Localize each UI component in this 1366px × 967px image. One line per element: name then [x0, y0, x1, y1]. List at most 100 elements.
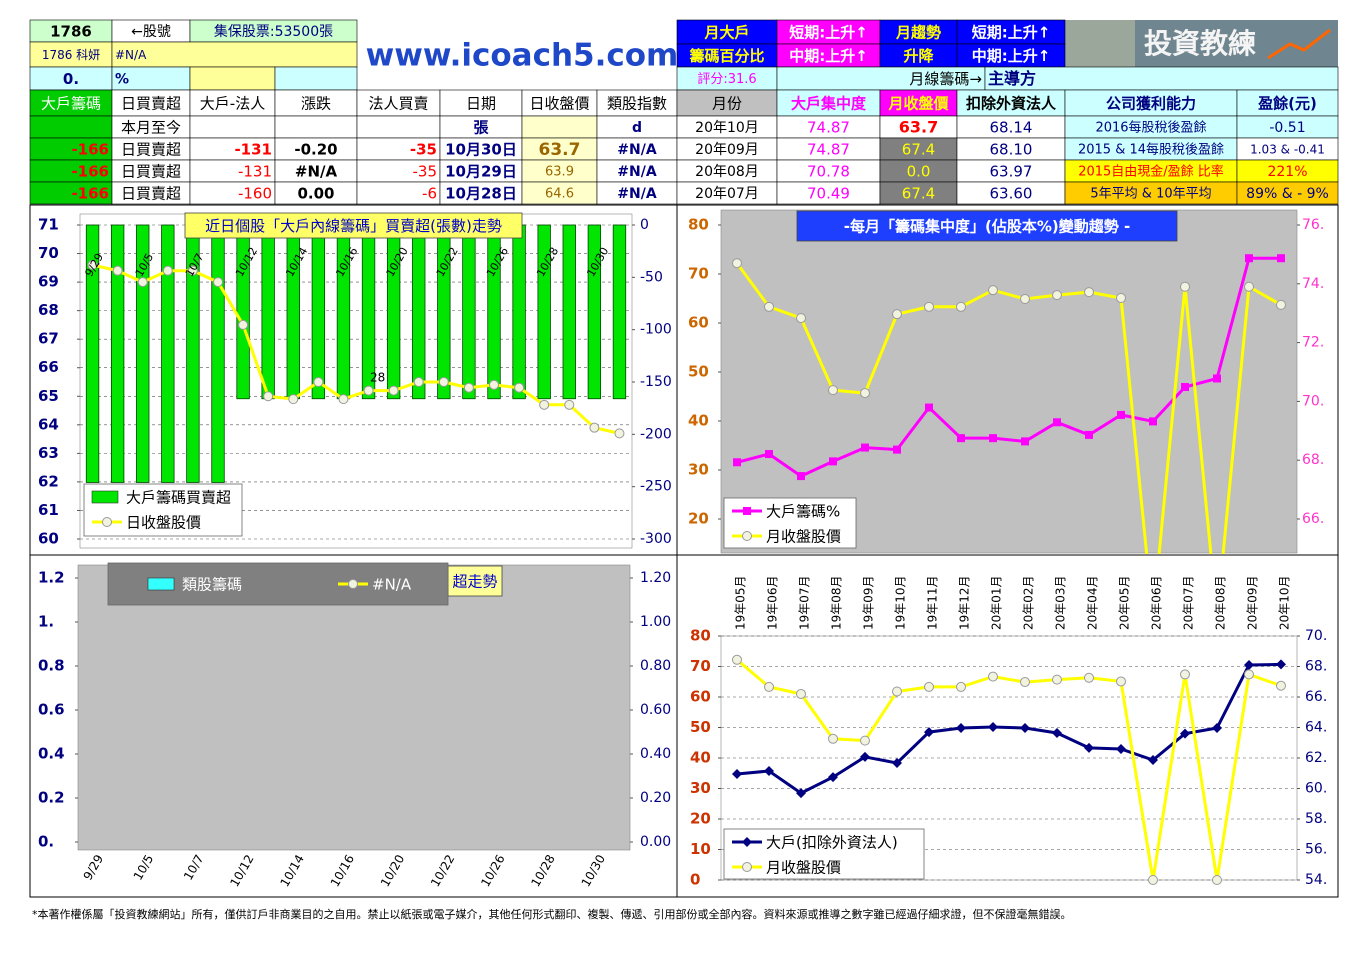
header-text: 日收盤價 — [529, 95, 589, 113]
legend-marker — [348, 579, 358, 589]
cell-text: 日買賣超 — [121, 163, 181, 181]
marker — [988, 722, 998, 733]
header-text: 月份 — [712, 95, 742, 113]
cell — [776, 89, 881, 117]
header-text: 月收盤價 — [887, 95, 949, 113]
marker — [828, 733, 838, 744]
brand: 投資教練 — [1144, 27, 1256, 60]
cell — [189, 115, 276, 139]
marker — [1020, 722, 1030, 733]
legend-box — [723, 828, 925, 880]
marker — [137, 277, 148, 288]
cell-text: 63.9 — [545, 165, 574, 180]
x-tick-label: 19年07月 — [798, 575, 812, 630]
cell-text: 0.0 — [907, 163, 931, 181]
x-tick-label: 19年06月 — [766, 575, 780, 630]
bar — [587, 224, 602, 400]
bar — [211, 224, 225, 483]
marker — [956, 301, 966, 312]
cell-text: 2016每股稅後盈餘 — [1095, 120, 1206, 136]
marker — [924, 681, 934, 692]
bar — [412, 224, 426, 400]
y-tick-label: 1.2 — [38, 569, 65, 587]
marker — [988, 671, 998, 682]
marker — [860, 735, 870, 746]
marker — [1244, 281, 1254, 292]
cell-text: 月線籌碼→ — [909, 70, 982, 88]
chart-title: 超走勢 — [452, 573, 497, 591]
cell-text: 籌碼百分比 — [689, 47, 764, 65]
cell-text: 63.7 — [539, 140, 581, 160]
header-text: 法人買賣 — [368, 95, 428, 113]
cell-text: 主導方 — [988, 69, 1036, 88]
x-tick-label: 19年11月 — [926, 575, 940, 630]
marker — [924, 301, 934, 312]
cell-text: #N/A — [617, 164, 657, 180]
marker — [1020, 293, 1030, 304]
y2-tick-label: -250 — [640, 479, 672, 495]
cell — [521, 89, 598, 117]
marker — [860, 388, 870, 399]
marker — [1116, 676, 1126, 687]
cell-text: 日買賣超 — [121, 185, 181, 203]
marker — [1084, 672, 1094, 683]
y-tick-label: 40 — [690, 749, 711, 767]
legend-marker — [742, 862, 752, 872]
y-tick-label: 10 — [690, 840, 711, 858]
cell-text: -160 — [238, 185, 272, 203]
line — [736, 662, 1282, 795]
y-tick-label: 80 — [690, 627, 711, 645]
x-tick-label: 19年09月 — [862, 575, 876, 630]
bar — [512, 224, 526, 400]
marker — [924, 727, 934, 738]
marker — [764, 681, 774, 692]
y2-tick-label: -100 — [640, 322, 672, 338]
marker — [1180, 728, 1190, 739]
cell-text: 0.00 — [297, 185, 334, 203]
cell-text: 日買賣超 — [121, 141, 181, 159]
marker — [1148, 754, 1158, 765]
logo: www.icoach5.com — [366, 38, 679, 74]
marker — [1277, 254, 1285, 263]
marker — [893, 445, 901, 454]
cell — [111, 89, 191, 117]
y2-tick-label: 72. — [1302, 335, 1324, 351]
marker — [1276, 680, 1286, 691]
cell-text: 89% & - 9% — [1246, 186, 1329, 202]
cell-text: 集保股票:53500張 — [214, 23, 333, 40]
line — [735, 262, 1282, 554]
x-tick-label: 20年10月 — [1278, 575, 1292, 630]
cell-text: 升降 — [903, 47, 934, 65]
marker — [1085, 430, 1093, 439]
legend-label: 月收盤股價 — [766, 528, 841, 546]
x-tick-label: 20年01月 — [990, 575, 1004, 630]
marker — [764, 765, 774, 776]
title-box — [447, 565, 503, 597]
cell — [274, 66, 358, 91]
x-tick-label: 20年07月 — [1182, 575, 1196, 630]
legend-marker — [742, 837, 752, 847]
marker — [925, 403, 933, 412]
line — [736, 256, 1281, 478]
line — [736, 658, 1282, 881]
cell-text: 5年平均 & 10年平均 — [1090, 187, 1211, 202]
marker — [797, 472, 805, 481]
y-tick-label: 60 — [688, 314, 709, 332]
brand-photo — [1065, 20, 1135, 67]
x-tick-label: 19年10月 — [894, 575, 908, 630]
y2-tick-label: 74. — [1302, 276, 1324, 292]
marker — [1117, 410, 1125, 419]
marker — [1245, 254, 1253, 263]
y2-tick-label: 0.00 — [640, 834, 671, 850]
x-tick-label: 20年04月 — [1086, 575, 1100, 630]
header-text: 日買賣超 — [121, 95, 181, 113]
x-tick-label: 19年08月 — [830, 575, 844, 630]
y2-tick-label: 60. — [1305, 781, 1327, 797]
x-tick-label: 19年05月 — [734, 575, 748, 630]
y2-tick-label: 0.80 — [640, 658, 671, 674]
marker — [288, 394, 299, 405]
y-tick-label: 30 — [688, 461, 709, 479]
y-tick-label: 61 — [38, 501, 59, 519]
